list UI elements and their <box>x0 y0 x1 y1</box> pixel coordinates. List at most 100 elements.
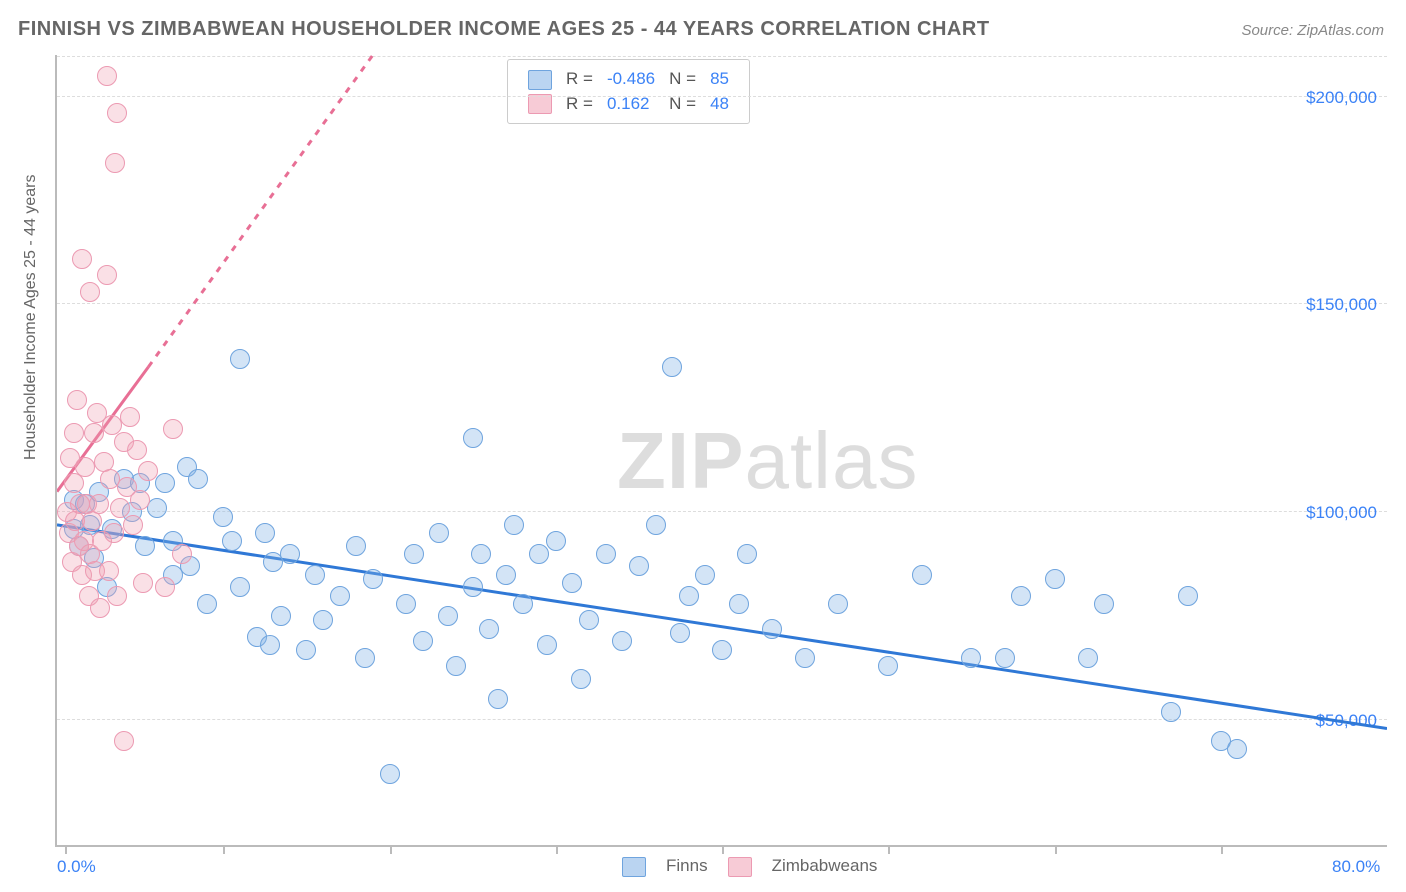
data-point <box>504 515 524 535</box>
data-point <box>255 523 275 543</box>
data-point <box>114 731 134 751</box>
x-tick-label: 80.0% <box>1332 857 1380 877</box>
data-point <box>537 635 557 655</box>
gridline <box>57 511 1387 512</box>
data-point <box>463 577 483 597</box>
data-point <box>429 523 449 543</box>
data-point <box>313 610 333 630</box>
data-point <box>72 249 92 269</box>
series-legend: FinnsZimbabweans <box>612 856 887 877</box>
data-point <box>795 648 815 668</box>
x-tick <box>888 845 890 854</box>
data-point <box>961 648 981 668</box>
data-point <box>571 669 591 689</box>
data-point <box>562 573 582 593</box>
legend-swatch <box>728 857 752 877</box>
data-point <box>355 648 375 668</box>
data-point <box>646 515 666 535</box>
data-point <box>1078 648 1098 668</box>
data-point <box>230 577 250 597</box>
data-point <box>912 565 932 585</box>
scatter-plot: ZIPatlas R =-0.486N =85R =0.162N =48 Fin… <box>55 55 1387 847</box>
data-point <box>1178 586 1198 606</box>
data-point <box>546 531 566 551</box>
data-point <box>135 536 155 556</box>
data-point <box>330 586 350 606</box>
x-tick <box>556 845 558 854</box>
data-point <box>1045 569 1065 589</box>
legend-swatch <box>622 857 646 877</box>
data-point <box>629 556 649 576</box>
y-tick-label: $50,000 <box>1316 711 1377 731</box>
data-point <box>75 457 95 477</box>
data-point <box>479 619 499 639</box>
data-point <box>396 594 416 614</box>
gridline <box>57 96 1387 97</box>
x-tick <box>390 845 392 854</box>
data-point <box>222 531 242 551</box>
data-point <box>438 606 458 626</box>
data-point <box>97 66 117 86</box>
x-tick <box>65 845 67 854</box>
data-point <box>107 586 127 606</box>
data-point <box>346 536 366 556</box>
x-tick <box>223 845 225 854</box>
data-point <box>104 523 124 543</box>
x-tick <box>1221 845 1223 854</box>
legend-swatch <box>528 94 552 114</box>
data-point <box>260 635 280 655</box>
data-point <box>99 561 119 581</box>
data-point <box>130 490 150 510</box>
data-point <box>64 423 84 443</box>
data-point <box>670 623 690 643</box>
data-point <box>188 469 208 489</box>
data-point <box>612 631 632 651</box>
data-point <box>138 461 158 481</box>
data-point <box>127 440 147 460</box>
legend-swatch <box>528 70 552 90</box>
data-point <box>1011 586 1031 606</box>
data-point <box>1227 739 1247 759</box>
data-point <box>878 656 898 676</box>
data-point <box>155 473 175 493</box>
gridline <box>57 719 1387 720</box>
x-tick <box>1055 845 1057 854</box>
data-point <box>230 349 250 369</box>
x-tick-label: 0.0% <box>57 857 96 877</box>
data-point <box>446 656 466 676</box>
data-point <box>363 569 383 589</box>
data-point <box>84 423 104 443</box>
x-tick <box>722 845 724 854</box>
data-point <box>155 577 175 597</box>
data-point <box>729 594 749 614</box>
data-point <box>280 544 300 564</box>
data-point <box>163 419 183 439</box>
data-point <box>172 544 192 564</box>
legend-series-label: Finns <box>666 856 708 875</box>
data-point <box>296 640 316 660</box>
data-point <box>64 473 84 493</box>
data-point <box>488 689 508 709</box>
chart-title: FINNISH VS ZIMBABWEAN HOUSEHOLDER INCOME… <box>18 18 990 41</box>
y-tick-label: $200,000 <box>1306 88 1377 108</box>
data-point <box>197 594 217 614</box>
data-point <box>110 498 130 518</box>
data-point <box>97 265 117 285</box>
data-point <box>737 544 757 564</box>
data-point <box>579 610 599 630</box>
data-point <box>305 565 325 585</box>
data-point <box>995 648 1015 668</box>
data-point <box>107 103 127 123</box>
legend-n-value: 85 <box>704 68 735 91</box>
data-point <box>89 494 109 514</box>
data-point <box>695 565 715 585</box>
data-point <box>271 606 291 626</box>
y-tick-label: $100,000 <box>1306 503 1377 523</box>
data-point <box>463 428 483 448</box>
data-point <box>1094 594 1114 614</box>
data-point <box>380 764 400 784</box>
data-point <box>662 357 682 377</box>
gridline <box>57 303 1387 304</box>
data-point <box>712 640 732 660</box>
gridline <box>57 56 1387 57</box>
